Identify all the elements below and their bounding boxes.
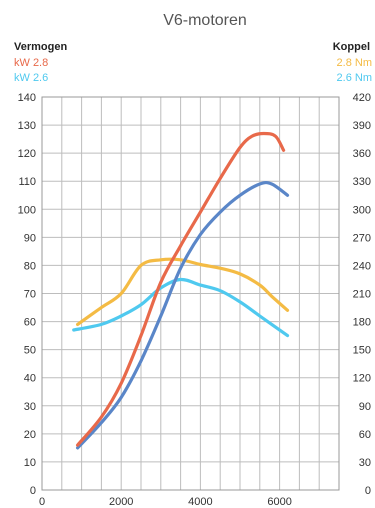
series-line-kw-2-6 [76,180,290,450]
left-tick-label: 20 [24,429,36,441]
left-tick-label: 70 [24,289,36,301]
right-tick-label: 210 [353,289,371,301]
legend-2-6-nm: 2.6 Nm [337,72,372,84]
left-tick-label: 30 [24,401,36,413]
tick-labels: 0 10 20 30 40 50 60 70 80 90 100 110 120 130 140 0 30 60 9… [18,92,371,508]
series-line-kw-2-8 [76,131,286,447]
left-tick-label: 110 [18,176,36,188]
left-tick-label: 140 [18,92,36,104]
legend-kw-2-6: kW 2.6 [14,72,48,84]
legend-kw-2-8: kW 2.8 [14,57,48,69]
right-tick-label: 60 [359,429,371,441]
right-tick-label: 90 [359,401,371,413]
series-lines [72,131,290,450]
right-tick-label: 330 [353,176,371,188]
right-tick-label: 240 [353,260,371,272]
left-tick-label: 50 [24,345,36,357]
right-tick-label: 420 [353,92,371,104]
right-tick-label: 150 [353,345,371,357]
x-tick-label: 2000 [109,496,133,508]
left-tick-label: 40 [24,373,36,385]
right-tick-label: 0 [365,485,371,497]
left-tick-label: 90 [24,232,36,244]
x-tick-label: 0 [39,496,45,508]
grid [41,96,340,491]
x-tick-label: 6000 [267,496,291,508]
left-tick-label: 60 [24,317,36,329]
legend-2-8-nm: 2.8 Nm [337,57,372,69]
left-tick-label: 100 [18,204,36,216]
right-tick-label: 120 [353,373,371,385]
left-tick-label: 80 [24,260,36,272]
left-axis-label: Vermogen [14,41,67,53]
right-tick-label: 360 [353,148,371,160]
right-axis-label: Koppel [333,41,370,53]
left-tick-label: 120 [18,148,36,160]
left-tick-label: 130 [18,120,36,132]
right-tick-label: 390 [353,120,371,132]
series-line-2-6-nm [72,277,290,338]
plot-frame [41,96,340,491]
left-tick-label: 10 [24,457,36,469]
right-tick-label: 300 [353,204,371,216]
left-tick-label: 0 [30,485,36,497]
right-tick-label: 30 [359,457,371,469]
chart-title: V6-motoren [163,12,247,29]
right-tick-label: 180 [353,317,371,329]
series-line-2-8-nm [76,257,290,326]
x-tick-label: 4000 [188,496,212,508]
right-tick-label: 270 [353,232,371,244]
